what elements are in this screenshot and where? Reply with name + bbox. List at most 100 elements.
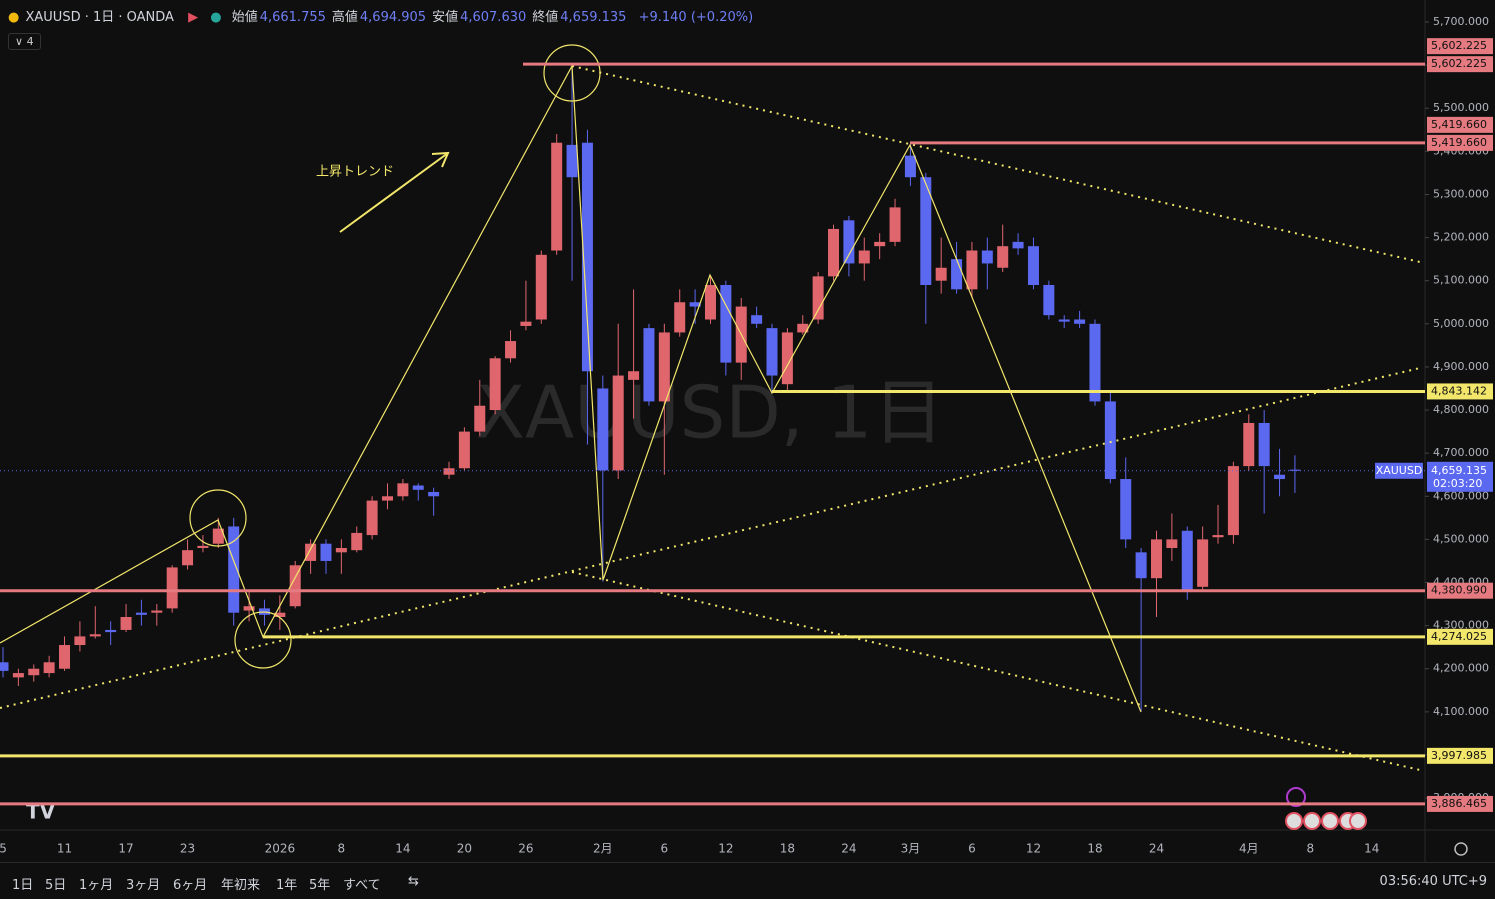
candle-body: [874, 241, 886, 247]
x-tick-label: 18: [1087, 842, 1102, 856]
candle-body: [843, 220, 855, 264]
candle-body: [1258, 422, 1270, 467]
range-button[interactable]: 5年: [309, 878, 331, 893]
circle-marker: [234, 611, 292, 669]
candle-body: [474, 405, 486, 432]
candle-body: [781, 332, 793, 385]
level-label-bg: [1427, 116, 1493, 133]
range-button[interactable]: 1ヶ月: [79, 878, 114, 893]
candle-body: [74, 636, 86, 646]
annotation: 上昇トレンド: [316, 165, 394, 180]
candle-body: [1166, 539, 1178, 549]
candle-body: [151, 610, 163, 613]
arrow: [339, 152, 449, 233]
level-label: 4,380.990: [1431, 584, 1487, 597]
candle-body: [643, 328, 655, 402]
header: ● XAUUSD · 1日 · OANDA ▶ ● 始値 4,661.755 高値 4…: [8, 6, 755, 25]
candle-body: [289, 565, 301, 607]
zigzag-line: [0, 63, 1142, 713]
y-tick-label: 5,500.000: [1433, 101, 1489, 114]
candle-body: [904, 155, 916, 178]
ohlc-value: 4,694.905: [359, 10, 427, 25]
x-tick-label: 24: [841, 842, 856, 856]
candle-body: [658, 332, 670, 402]
candle-body: [1027, 246, 1039, 286]
candle-body: [428, 491, 440, 497]
level-label: 5,602.225: [1431, 39, 1487, 52]
range-button[interactable]: 6ヶ月: [173, 878, 208, 893]
candle-body: [751, 315, 763, 324]
candle-body: [305, 543, 317, 561]
y-tick-label: 5,100.000: [1433, 274, 1489, 287]
y-tick-label: 4,300.000: [1433, 619, 1489, 632]
x-tick-label: 6: [968, 842, 976, 856]
candle-body: [628, 371, 640, 380]
candle-body: [566, 144, 578, 178]
candle-body: [920, 177, 932, 286]
ohlc-value: 4,607.630: [460, 10, 527, 25]
range-button[interactable]: 年初来: [221, 878, 261, 893]
ohlc-value: 4,659.135: [560, 10, 627, 25]
x-tick-label: 12: [718, 842, 733, 856]
candle-body: [382, 496, 393, 501]
candle-body: [166, 567, 178, 609]
ohlc-value: 4,661.755: [259, 10, 326, 25]
level-label-bg: [1427, 38, 1493, 55]
level-label-bg: [1427, 383, 1493, 400]
settings-icon[interactable]: [1454, 842, 1468, 856]
candle-body: [581, 142, 593, 372]
candle-body: [1243, 422, 1255, 467]
candle-body: [1120, 479, 1132, 540]
range-button[interactable]: 1年: [276, 878, 298, 893]
candle-body: [1074, 319, 1086, 324]
x-tick-label: 26: [518, 842, 533, 856]
range-button[interactable]: 5日: [45, 878, 67, 893]
level-label-bg: [1427, 628, 1493, 645]
x-tick-label: 17: [118, 842, 133, 856]
x-tick-label: 11: [57, 842, 72, 856]
candle-body: [689, 302, 701, 307]
y-tick-label: 5,300.000: [1433, 187, 1489, 200]
y-tick-label: 5,000.000: [1433, 317, 1489, 330]
circle-marker: [189, 489, 247, 547]
candle-body: [1089, 323, 1101, 402]
candle-body: [243, 606, 255, 611]
candle-body: [212, 528, 224, 544]
candle-body: [720, 285, 732, 363]
trend-line: [571, 571, 1421, 771]
level-label-bg: [1427, 747, 1493, 764]
date-range-icon[interactable]: ⇆: [408, 874, 419, 889]
candle-body: [1289, 469, 1301, 471]
range-button[interactable]: 1日: [12, 878, 34, 893]
candle-body: [59, 645, 71, 669]
symbol: XAUUSD · 1日 · OANDA: [25, 10, 174, 25]
candle-body: [1274, 474, 1286, 480]
last-price-label-bg: [1427, 461, 1493, 492]
range-button[interactable]: すべて: [343, 878, 381, 893]
y-tick-label: 4,700.000: [1433, 446, 1489, 459]
y-tick-label: 4,200.000: [1433, 662, 1489, 675]
candle-body: [812, 276, 824, 320]
level-label-bg: [1427, 795, 1493, 812]
y-tick-label: 4,100.000: [1433, 705, 1489, 718]
toolbar: 1日 5日 1ヶ月 3ヶ月 6ヶ月 年初来 1年 5年 すべて ⇆ 03:56:40 UTC+9: [0, 862, 1495, 899]
level-label: 4,843.142: [1431, 384, 1487, 397]
event-icon[interactable]: [1286, 787, 1306, 807]
x-tick-label: 4月: [1239, 842, 1259, 856]
range-button[interactable]: 3ヶ月: [126, 878, 161, 893]
x-tick-label: 18: [780, 842, 795, 856]
level-label-bg: [1427, 582, 1493, 599]
x-tick-label: 24: [1149, 842, 1164, 856]
candle-body: [1058, 319, 1070, 322]
y-tick-label: 4,600.000: [1433, 489, 1489, 502]
indicator-toggle[interactable]: ∨ 4: [8, 33, 41, 50]
x-tick-label: 2026: [265, 842, 296, 856]
candle-body: [520, 321, 532, 326]
event-flags: [1285, 812, 1367, 830]
candle-body: [505, 341, 517, 359]
candle-body: [28, 668, 40, 676]
candle-body: [89, 634, 101, 637]
level-label: 3,886.465: [1431, 797, 1487, 810]
